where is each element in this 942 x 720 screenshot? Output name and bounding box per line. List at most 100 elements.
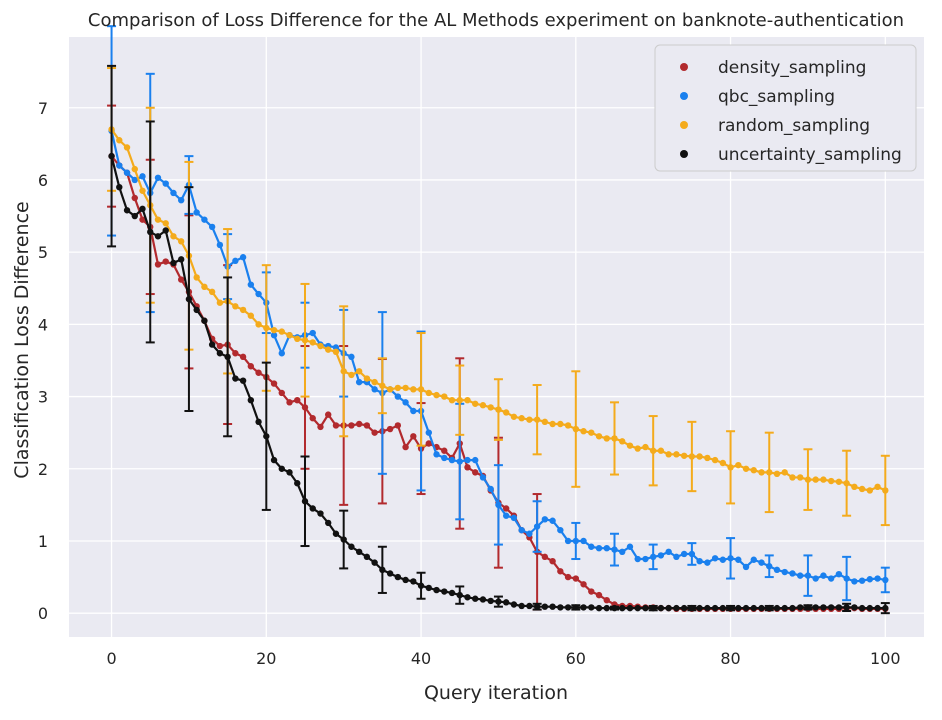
- point-random: [502, 409, 510, 416]
- point-uncertainty: [355, 548, 363, 556]
- point-random: [773, 470, 781, 478]
- point-qbc: [139, 173, 146, 180]
- point-uncertainty: [518, 602, 525, 610]
- legend-marker-density: [680, 63, 688, 71]
- point-random: [433, 391, 440, 399]
- point-uncertainty: [162, 227, 169, 234]
- point-qbc: [642, 555, 649, 563]
- point-uncertainty: [572, 604, 580, 611]
- point-random: [487, 404, 494, 411]
- legend-label-qbc: qbc_sampling: [718, 87, 835, 107]
- point-random: [882, 487, 889, 494]
- point-uncertainty: [394, 573, 402, 581]
- point-uncertainty: [603, 604, 610, 612]
- point-uncertainty: [448, 589, 456, 597]
- point-density: [472, 469, 479, 476]
- point-uncertainty: [348, 543, 355, 550]
- point-uncertainty: [611, 604, 618, 612]
- point-uncertainty: [410, 578, 417, 585]
- point-random: [719, 459, 727, 467]
- point-density: [394, 422, 402, 429]
- point-random: [286, 331, 293, 339]
- point-qbc: [402, 399, 409, 406]
- y-tick-label: 4: [38, 315, 48, 334]
- point-density: [502, 505, 510, 512]
- point-uncertainty: [456, 591, 463, 599]
- point-density: [588, 588, 595, 595]
- point-uncertainty: [773, 604, 781, 612]
- point-uncertainty: [216, 350, 224, 357]
- point-random: [696, 453, 703, 460]
- point-random: [479, 402, 487, 409]
- point-random: [619, 438, 626, 445]
- point-uncertainty: [147, 228, 154, 236]
- point-uncertainty: [665, 604, 672, 612]
- point-random: [711, 456, 719, 464]
- point-random: [820, 476, 827, 483]
- point-uncertainty: [386, 570, 394, 577]
- point-qbc: [549, 517, 556, 524]
- point-qbc: [735, 556, 742, 563]
- chart-title: Comparison of Loss Difference for the AL…: [88, 10, 904, 31]
- point-qbc: [572, 537, 580, 545]
- point-qbc: [348, 353, 355, 361]
- point-qbc: [371, 386, 378, 393]
- y-tick-label: 2: [38, 460, 48, 479]
- point-qbc: [278, 350, 285, 357]
- point-random: [456, 396, 463, 404]
- point-qbc: [564, 537, 572, 545]
- point-density: [325, 411, 332, 418]
- point-uncertainty: [866, 604, 874, 612]
- x-tick-label: 80: [720, 649, 740, 668]
- point-uncertainty: [882, 604, 889, 612]
- point-random: [827, 477, 835, 485]
- point-uncertainty: [634, 604, 641, 612]
- point-random: [657, 447, 665, 454]
- point-qbc: [270, 331, 278, 339]
- point-qbc: [557, 526, 564, 534]
- point-uncertainty: [263, 433, 270, 440]
- point-density: [239, 353, 247, 361]
- point-qbc: [309, 329, 316, 337]
- point-uncertainty: [379, 566, 386, 574]
- point-qbc: [874, 575, 881, 582]
- point-density: [425, 440, 432, 447]
- point-uncertainty: [680, 604, 688, 612]
- point-uncertainty: [781, 604, 788, 612]
- point-random: [270, 326, 278, 334]
- point-qbc: [766, 563, 773, 570]
- point-density: [177, 276, 185, 283]
- point-qbc: [441, 454, 448, 462]
- point-qbc: [247, 281, 255, 288]
- point-density: [603, 596, 610, 604]
- point-qbc: [588, 543, 595, 550]
- point-qbc: [866, 576, 874, 583]
- point-qbc: [657, 552, 665, 559]
- point-uncertainty: [533, 603, 541, 610]
- point-qbc: [820, 572, 827, 579]
- point-uncertainty: [201, 317, 208, 324]
- point-qbc: [580, 537, 587, 545]
- point-density: [232, 350, 239, 357]
- point-uncertainty: [874, 604, 881, 612]
- point-uncertainty: [835, 604, 843, 611]
- point-random: [371, 378, 378, 386]
- point-random: [603, 435, 610, 442]
- point-uncertainty: [588, 604, 595, 611]
- point-random: [193, 274, 200, 281]
- point-qbc: [827, 575, 835, 582]
- point-random: [263, 324, 270, 332]
- point-uncertainty: [820, 604, 827, 611]
- point-uncertainty: [727, 604, 734, 612]
- point-uncertainty: [487, 597, 494, 605]
- point-qbc: [773, 566, 781, 574]
- point-random: [874, 483, 881, 491]
- point-density: [464, 464, 471, 471]
- point-uncertainty: [177, 256, 185, 263]
- legend: density_sampling qbc_sampling random_sam…: [654, 44, 917, 172]
- point-qbc: [750, 556, 757, 563]
- point-qbc: [804, 572, 812, 579]
- point-random: [866, 487, 874, 494]
- point-random: [410, 386, 417, 393]
- y-tick-label: 6: [38, 171, 48, 190]
